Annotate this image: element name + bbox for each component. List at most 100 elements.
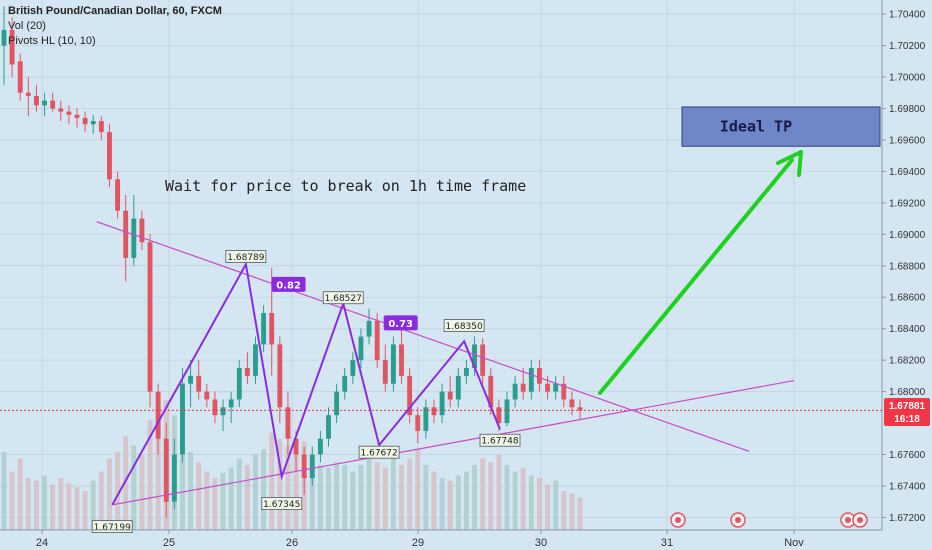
volume-bar <box>374 462 380 530</box>
pivot-label-box <box>479 433 521 447</box>
volume-bar <box>326 467 331 530</box>
candle-body <box>171 454 177 502</box>
time-tick-label: 31 <box>661 537 673 549</box>
pivot-label-box <box>225 250 267 263</box>
candle-body <box>480 344 486 376</box>
time-axis-ticks: 24 25 26 29 30 31 Nov <box>36 530 804 549</box>
volume-bar <box>390 458 396 530</box>
pivot-label: 1.67748 <box>479 433 521 447</box>
event-flag-icon[interactable] <box>670 512 686 528</box>
candle-body <box>204 391 210 400</box>
volume-bar <box>204 471 210 530</box>
candle-body <box>285 407 291 439</box>
candle-body <box>253 344 258 376</box>
trendline-lower <box>112 380 795 506</box>
volume-bar <box>147 419 153 530</box>
volume-bar <box>342 465 348 530</box>
fib-ratio-label: 0.73 <box>383 315 418 331</box>
candle-body <box>236 368 242 400</box>
pivot-label: 1.68527 <box>322 291 364 305</box>
volume-bar <box>439 478 445 530</box>
candle-body <box>50 100 56 109</box>
candle-body <box>212 399 218 416</box>
volume-bar <box>269 432 275 530</box>
pivot-label-text: 1.67199 <box>94 523 131 533</box>
ratio-labels: 0.82 0.73 <box>271 276 418 331</box>
candle-body <box>107 132 112 180</box>
volume-bar <box>472 465 477 530</box>
chart-legend: British Pound/Canadian Dollar, 60, FXCM … <box>8 4 222 49</box>
pivot-label: 1.67345 <box>261 497 303 510</box>
price-tick-label: 1.67400 <box>889 481 926 492</box>
volume-bar <box>512 471 518 530</box>
price-tick-label: 1.67200 <box>889 513 926 524</box>
volume-bar <box>34 480 39 530</box>
volume-bar <box>553 480 559 530</box>
pivot-label: 1.67672 <box>358 445 400 459</box>
event-flag-dot <box>675 517 681 523</box>
candle-body <box>472 344 477 369</box>
candle-body <box>463 368 469 376</box>
volume-bar <box>577 497 583 530</box>
volume-bar <box>407 458 413 530</box>
candle-body <box>66 111 72 115</box>
time-tick-label: 25 <box>163 537 175 549</box>
candle-body <box>520 383 526 392</box>
candle-body <box>569 399 575 408</box>
volume-indicator-label[interactable]: Vol (20) <box>8 20 46 32</box>
candle-body <box>25 92 31 96</box>
candle-body <box>163 438 169 502</box>
candle-body <box>228 399 234 408</box>
candle-body <box>374 320 380 361</box>
candle-body <box>439 391 445 416</box>
candle-body <box>17 61 23 93</box>
volume-bar <box>366 454 372 530</box>
price-tick-label: 1.70200 <box>889 41 926 52</box>
candle-body <box>415 415 421 431</box>
time-tick-label: Nov <box>784 537 804 549</box>
volume-bar <box>545 484 550 530</box>
pivot-label-box <box>443 319 485 332</box>
candle-body <box>545 383 550 392</box>
price-tick-label: 1.67600 <box>889 450 926 461</box>
price-tick-label: 1.69000 <box>889 230 926 241</box>
volume-bar <box>131 445 137 530</box>
event-flag-icon[interactable] <box>730 512 746 528</box>
price-axis-ticks: 1.70400 1.70200 1.70000 1.69800 1.69600 1.694… <box>882 10 926 524</box>
volume-bar <box>25 478 31 530</box>
volume-bar <box>480 458 486 530</box>
trendline-upper <box>96 221 750 452</box>
volume-bar <box>561 491 567 530</box>
candle-body <box>196 375 202 392</box>
candle-body <box>34 95 39 106</box>
candle-body <box>577 407 583 411</box>
volume-bar <box>66 483 72 530</box>
candle-body <box>512 383 518 400</box>
candle-body <box>358 336 364 361</box>
time-tick-label: 26 <box>286 537 298 549</box>
pivot-label-box <box>322 291 364 305</box>
fib-ratio-text: 0.82 <box>276 280 301 291</box>
volume-bar <box>180 439 185 530</box>
candle-body <box>455 375 461 400</box>
candle-body <box>561 383 567 400</box>
current-price-tag: 1.67881 <box>889 401 926 412</box>
ideal-tp-label: Ideal TP <box>720 118 792 136</box>
volume-bar <box>293 452 299 530</box>
candle-body <box>342 375 348 392</box>
ideal-tp-zone[interactable] <box>681 106 881 147</box>
event-flag-icon[interactable] <box>852 512 868 528</box>
pivot-label: 1.68789 <box>225 250 267 263</box>
pivot-label-text: 1.68350 <box>446 322 483 332</box>
volume-bar <box>236 458 242 530</box>
candle-body <box>399 344 404 376</box>
pivots-indicator-label[interactable]: Pivots HL (10, 10) <box>8 35 96 47</box>
symbol-title[interactable]: British Pound/Canadian Dollar, 60, FXCM <box>8 5 222 17</box>
event-flag-dot <box>845 517 851 523</box>
volume-bar <box>423 465 429 530</box>
time-tick-label: 30 <box>535 537 547 549</box>
volume-bar <box>317 465 323 530</box>
volume-bar <box>277 439 283 530</box>
